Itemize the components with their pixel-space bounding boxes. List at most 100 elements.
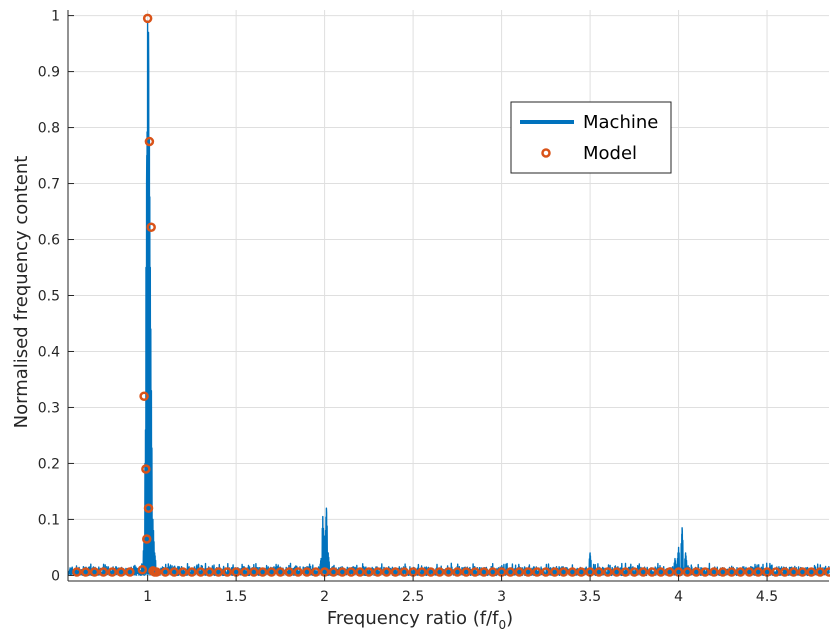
machine-line xyxy=(67,20,830,577)
y-tick-label: 0.3 xyxy=(38,400,60,416)
model-point xyxy=(187,567,197,577)
x-tick-label: 2 xyxy=(320,589,329,605)
model-point xyxy=(328,567,339,577)
x-axis-label-suffix: ) xyxy=(506,608,513,629)
model-point xyxy=(72,567,82,577)
model-point xyxy=(443,567,454,577)
model-point xyxy=(824,567,830,577)
model-point xyxy=(558,567,569,577)
model-point xyxy=(434,567,445,577)
model-point xyxy=(337,567,348,577)
model-point xyxy=(125,567,135,577)
model-point xyxy=(487,567,498,577)
model-point xyxy=(284,567,294,577)
y-tick-label: 0.4 xyxy=(38,344,60,360)
model-point xyxy=(417,567,427,577)
model-point xyxy=(364,567,374,577)
model-point xyxy=(549,567,560,577)
x-tick-label: 1 xyxy=(143,589,152,605)
model-point xyxy=(664,567,675,577)
model-point xyxy=(541,567,551,577)
model-point xyxy=(603,567,613,577)
model-point xyxy=(346,567,356,577)
legend-model-swatch xyxy=(541,148,551,158)
machine-series xyxy=(67,20,830,577)
model-point xyxy=(718,567,728,577)
y-axis-label: Normalised frequency content xyxy=(11,156,32,429)
x-axis-label: Frequency ratio (f/f0) xyxy=(327,608,513,632)
model-point xyxy=(523,567,533,577)
model-point xyxy=(204,567,215,577)
model-point xyxy=(426,567,436,577)
y-tick-label: 0.7 xyxy=(38,177,60,193)
y-tick-label: 0.1 xyxy=(38,512,60,528)
model-point xyxy=(514,567,525,577)
model-point xyxy=(629,567,640,577)
model-point xyxy=(98,567,109,577)
model-point xyxy=(178,567,188,577)
model-point xyxy=(505,567,516,577)
y-tick-label: 0 xyxy=(51,568,60,584)
model-point xyxy=(753,567,763,577)
model-point xyxy=(576,567,586,577)
model-point xyxy=(470,567,480,577)
model-point xyxy=(144,136,155,147)
x-tick-labels: 1 1.5 2 2.5 3 3.5 4 4.5 xyxy=(143,589,778,605)
model-point xyxy=(788,567,799,577)
model-point xyxy=(744,567,755,577)
model-point xyxy=(302,567,312,577)
model-point xyxy=(240,567,250,577)
model-point xyxy=(656,567,666,577)
model-point xyxy=(709,567,719,577)
model-point xyxy=(567,567,578,577)
model-point xyxy=(726,567,737,577)
model-point xyxy=(107,567,117,577)
model-point xyxy=(479,567,489,577)
model-point xyxy=(780,567,790,577)
x-tick-label: 3.5 xyxy=(579,589,601,605)
model-point xyxy=(141,464,151,474)
model-point xyxy=(293,567,303,577)
model-point xyxy=(311,567,321,577)
model-point xyxy=(142,534,152,544)
model-point xyxy=(381,567,392,577)
model-point xyxy=(399,567,410,577)
model-point xyxy=(532,567,542,577)
model-point xyxy=(249,567,259,577)
model-series xyxy=(72,13,830,577)
model-point xyxy=(146,222,156,232)
y-tick-label: 0.8 xyxy=(38,121,60,137)
model-point xyxy=(611,567,622,577)
axes xyxy=(67,10,829,582)
legend-machine-label: Machine xyxy=(583,112,658,133)
model-point xyxy=(815,567,825,577)
model-point xyxy=(452,567,463,577)
y-tick-label: 0.2 xyxy=(38,456,60,472)
model-point xyxy=(797,567,808,577)
model-point xyxy=(213,567,224,577)
model-point xyxy=(594,567,604,577)
model-point xyxy=(89,567,100,577)
x-axis-label-main: Frequency ratio (f/f xyxy=(327,608,499,629)
model-point xyxy=(372,567,383,577)
x-axis-label-sub: 0 xyxy=(499,618,507,632)
x-tick-label: 4.5 xyxy=(756,589,778,605)
model-point xyxy=(355,567,365,577)
y-tick-label: 0.6 xyxy=(38,233,60,249)
model-point xyxy=(257,567,268,577)
model-point xyxy=(139,391,149,402)
model-point xyxy=(222,567,233,577)
model-point xyxy=(461,567,471,577)
model-point xyxy=(80,567,91,577)
model-point xyxy=(169,567,179,577)
model-point xyxy=(638,567,648,577)
x-tick-label: 4 xyxy=(674,589,683,605)
model-point xyxy=(275,567,286,577)
model-point xyxy=(160,567,171,577)
model-point xyxy=(143,503,154,513)
x-tick-label: 3 xyxy=(497,589,506,605)
model-point xyxy=(195,567,206,577)
model-point xyxy=(390,567,401,577)
x-tick-label: 1.5 xyxy=(225,589,247,605)
